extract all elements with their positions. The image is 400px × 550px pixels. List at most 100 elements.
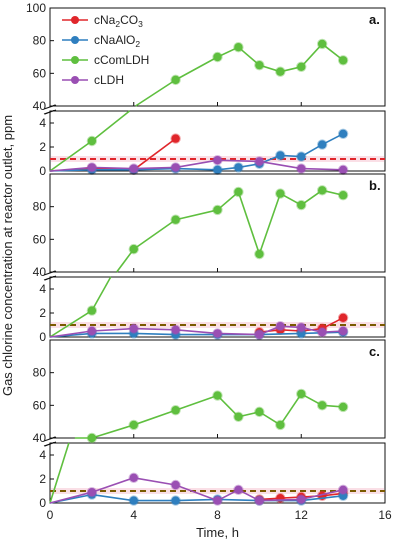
data-point	[296, 494, 307, 505]
legend-marker	[71, 56, 79, 64]
y-tick-label: 40	[33, 99, 47, 113]
series-cLDH	[49, 321, 349, 340]
series-segment	[301, 489, 344, 501]
y-tick-label: 40	[33, 431, 47, 445]
panels: 40 60 80 100 0 2 4 a. 40 60 80 0 2 4 b. 40 60 80 0 2 4 c.	[26, 1, 386, 510]
threshold-band	[51, 488, 384, 494]
axis-break-gap	[44, 439, 56, 442]
data-point	[170, 162, 181, 173]
data-point	[128, 472, 139, 483]
series-segment	[175, 56, 218, 81]
series-segment	[259, 498, 302, 502]
data-point	[337, 128, 349, 140]
series-segment	[91, 327, 134, 332]
panel-label: b.	[369, 178, 381, 193]
data-point	[128, 163, 139, 174]
data-point	[233, 162, 244, 173]
axis-break-gap	[44, 107, 56, 110]
y-tick-label: 80	[33, 200, 47, 214]
x-tick-label: 12	[295, 508, 309, 522]
series-segment	[133, 167, 176, 171]
y-tick-label: 100	[26, 1, 46, 15]
y-tick-label: 0	[39, 330, 46, 344]
data-point	[128, 323, 139, 334]
data-point	[86, 135, 98, 147]
y-tick-label: 80	[33, 34, 47, 48]
series-segment	[175, 498, 218, 502]
series-segment	[237, 191, 261, 255]
legend-marker	[71, 76, 79, 84]
series-segment	[133, 219, 177, 250]
data-point	[316, 327, 328, 338]
data-point	[337, 484, 349, 495]
data-point	[296, 199, 307, 211]
series-segment	[133, 166, 176, 170]
series-segment	[49, 330, 92, 338]
series-segment	[300, 43, 323, 68]
data-point	[128, 419, 139, 431]
legend: cNa2CO3 cNaAlO2 cComLDH cLDH	[62, 13, 149, 87]
data-point	[233, 42, 244, 53]
y-tick-label: 2	[39, 472, 46, 486]
y-tick-label: 0	[39, 496, 46, 510]
y-tick-label: 40	[33, 265, 47, 279]
y-tick-label: 4	[39, 282, 46, 296]
upper-frame	[49, 339, 386, 439]
data-point	[86, 432, 98, 444]
data-point	[316, 139, 328, 150]
series-segment	[91, 110, 131, 142]
series-segment	[279, 393, 302, 426]
legend-label: cNa2CO3	[94, 13, 143, 29]
data-point	[254, 59, 265, 71]
data-point	[275, 66, 286, 77]
data-point	[254, 495, 265, 506]
data-point	[337, 190, 349, 201]
data-point	[316, 400, 328, 411]
data-point	[170, 214, 181, 225]
upper-frame	[49, 173, 386, 273]
series-segment	[175, 159, 218, 169]
data-point	[128, 243, 139, 255]
series-segment	[175, 394, 218, 411]
series-segment	[49, 309, 93, 338]
series-segment	[301, 495, 344, 502]
data-point	[296, 163, 307, 174]
series-segment	[301, 167, 344, 171]
y-tick-label: 0	[39, 164, 46, 178]
data-point	[86, 305, 98, 316]
legend-marker	[71, 16, 79, 24]
series-segment	[91, 477, 135, 493]
x-tick-label: 4	[130, 508, 137, 522]
panel-2: 40 60 80 0 2 4 c.	[33, 339, 386, 510]
series-segment	[133, 332, 176, 336]
legend-label: cNaAlO2	[94, 33, 140, 49]
series-segment	[49, 140, 93, 172]
series-segment	[49, 166, 92, 172]
data-point	[212, 328, 223, 339]
data-point	[296, 151, 307, 162]
series-segment	[91, 276, 112, 311]
legend-item: cNaAlO2	[62, 33, 140, 49]
data-point	[233, 484, 244, 495]
panel-1: 40 60 80 0 2 4 b.	[33, 173, 386, 344]
y-tick-label: 60	[33, 398, 47, 412]
series-segment	[217, 498, 260, 502]
panel-label: a.	[369, 12, 380, 27]
series-segment	[91, 493, 134, 502]
y-axis-title: Gas chlorine concentration at reactor ou…	[0, 115, 15, 396]
data-point	[275, 321, 286, 332]
y-tick-label: 2	[39, 140, 46, 154]
series-segment	[175, 209, 218, 221]
y-tick-label: 80	[33, 366, 47, 380]
data-point	[212, 51, 223, 63]
data-point	[86, 487, 98, 498]
series-cLDH	[49, 155, 349, 176]
data-point	[254, 248, 265, 260]
y-tick-label: 60	[33, 66, 47, 80]
legend-label: cLDH	[94, 73, 124, 87]
series-cLDH	[49, 472, 349, 506]
series-segment	[237, 46, 260, 66]
legend-item: cComLDH	[62, 53, 149, 67]
data-point	[337, 164, 349, 176]
series-segment	[133, 137, 177, 171]
